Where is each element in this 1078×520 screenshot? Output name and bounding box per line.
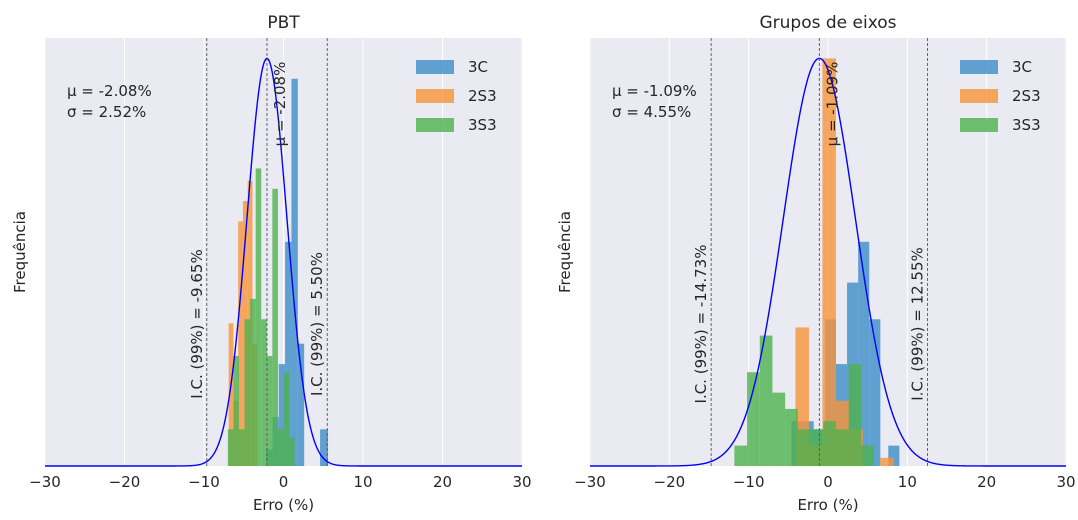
x-tick-label: −20 xyxy=(654,473,686,491)
bar-3c xyxy=(888,445,900,466)
legend-swatch-3c xyxy=(416,60,454,74)
x-tick-label: 0 xyxy=(823,473,833,491)
ci-upper-label: I.C. (99%) = 5.50% xyxy=(308,252,326,396)
bar-3s3 xyxy=(734,445,748,466)
bar-3s3 xyxy=(277,429,284,466)
bar-3s3 xyxy=(250,298,256,466)
mean-label: μ = -2.08% xyxy=(271,62,289,147)
legend-swatch-2s3 xyxy=(416,89,454,103)
series-3s3 xyxy=(734,335,875,466)
stats-text: σ = 2.52% xyxy=(67,103,146,121)
x-tick-label: −10 xyxy=(188,473,220,491)
x-tick-label: 0 xyxy=(279,473,289,491)
x-tick-label: 30 xyxy=(1056,473,1075,491)
bar-3s3 xyxy=(861,445,875,466)
bar-3s3 xyxy=(255,168,262,466)
legend-label-3s3: 3S3 xyxy=(1012,116,1041,134)
bar-3c xyxy=(278,364,286,466)
bar-3s3 xyxy=(238,429,245,466)
legend-label-3c: 3C xyxy=(468,58,488,76)
bar-3c xyxy=(285,241,292,466)
ci-lower-label: I.C. (99%) = -9.65% xyxy=(188,249,206,398)
bar-3c xyxy=(869,319,881,466)
bar-3c xyxy=(858,241,870,466)
bar-3s3 xyxy=(289,437,295,466)
bar-2s3 xyxy=(238,221,243,466)
legend-swatch-3c xyxy=(960,60,998,74)
bar-3s3 xyxy=(261,319,267,466)
stats-text: μ = -2.08% xyxy=(67,82,152,100)
stats-text: μ = -1.09% xyxy=(612,82,697,100)
x-tick-label: 10 xyxy=(898,473,917,491)
x-axis-label: Erro (%) xyxy=(253,496,314,514)
x-tick-label: 20 xyxy=(977,473,996,491)
x-tick-label: 10 xyxy=(353,473,372,491)
legend-label-2s3: 2S3 xyxy=(468,87,497,105)
bar-3s3 xyxy=(233,355,239,466)
bar-2s3 xyxy=(822,58,836,466)
legend-swatch-3s3 xyxy=(960,118,998,132)
legend-label-3s3: 3S3 xyxy=(468,116,497,134)
ci-upper-label: I.C. (99%) = 12.55% xyxy=(909,247,927,401)
chart-panel-pbt: I.C. (99%) = -9.65% I.C. (99%) = 5.50% μ =… xyxy=(11,13,532,514)
bar-3s3 xyxy=(759,335,773,466)
bar-3s3 xyxy=(810,429,824,466)
y-axis-label: Frequência xyxy=(556,211,574,293)
bar-3s3 xyxy=(823,421,836,466)
x-tick-label: 20 xyxy=(433,473,452,491)
bar-2s3 xyxy=(880,457,894,466)
bar-3s3 xyxy=(266,355,273,466)
bar-3s3 xyxy=(835,429,849,466)
bar-2s3 xyxy=(228,323,234,466)
bar-3c xyxy=(291,78,298,466)
legend-swatch-2s3 xyxy=(960,89,998,103)
x-tick-label: −10 xyxy=(733,473,765,491)
bar-3s3 xyxy=(283,372,290,466)
bar-3s3 xyxy=(797,429,811,466)
stats-text: σ = 4.55% xyxy=(612,103,691,121)
bar-3s3 xyxy=(244,319,251,466)
legend-swatch-3s3 xyxy=(416,118,454,132)
bar-3s3 xyxy=(272,188,278,467)
bar-3s3 xyxy=(848,364,862,466)
bar-3s3 xyxy=(747,372,760,466)
y-axis-label: Frequência xyxy=(11,211,29,293)
legend: 3C 2S3 3S3 xyxy=(416,58,497,134)
mean-label: μ = -1.09% xyxy=(823,62,841,147)
bar-3s3 xyxy=(785,408,798,466)
ci-lower-label: I.C. (99%) = -14.73% xyxy=(692,245,710,404)
bar-3c xyxy=(297,343,305,466)
bar-3s3 xyxy=(227,429,234,466)
series-3s3 xyxy=(227,168,295,467)
x-tick-label: 30 xyxy=(512,473,531,491)
bar-3c xyxy=(320,429,329,466)
legend-label-2s3: 2S3 xyxy=(1012,87,1041,105)
chart-panel-grupos-de-eixos: I.C. (99%) = -14.73% I.C. (99%) = 12.55% μ… xyxy=(556,13,1076,514)
x-tick-label: −30 xyxy=(574,473,606,491)
bar-3s3 xyxy=(772,392,786,466)
chart-title: PBT xyxy=(267,13,300,33)
x-tick-label: −30 xyxy=(29,473,61,491)
normal-fit-line xyxy=(45,57,522,467)
legend: 3C 2S3 3S3 xyxy=(960,58,1041,134)
x-axis-label: Erro (%) xyxy=(797,496,858,514)
legend-label-3c: 3C xyxy=(1012,58,1032,76)
chart-title: Grupos de eixos xyxy=(759,13,896,33)
x-tick-label: −20 xyxy=(109,473,141,491)
normal-fit-line xyxy=(590,57,1066,467)
